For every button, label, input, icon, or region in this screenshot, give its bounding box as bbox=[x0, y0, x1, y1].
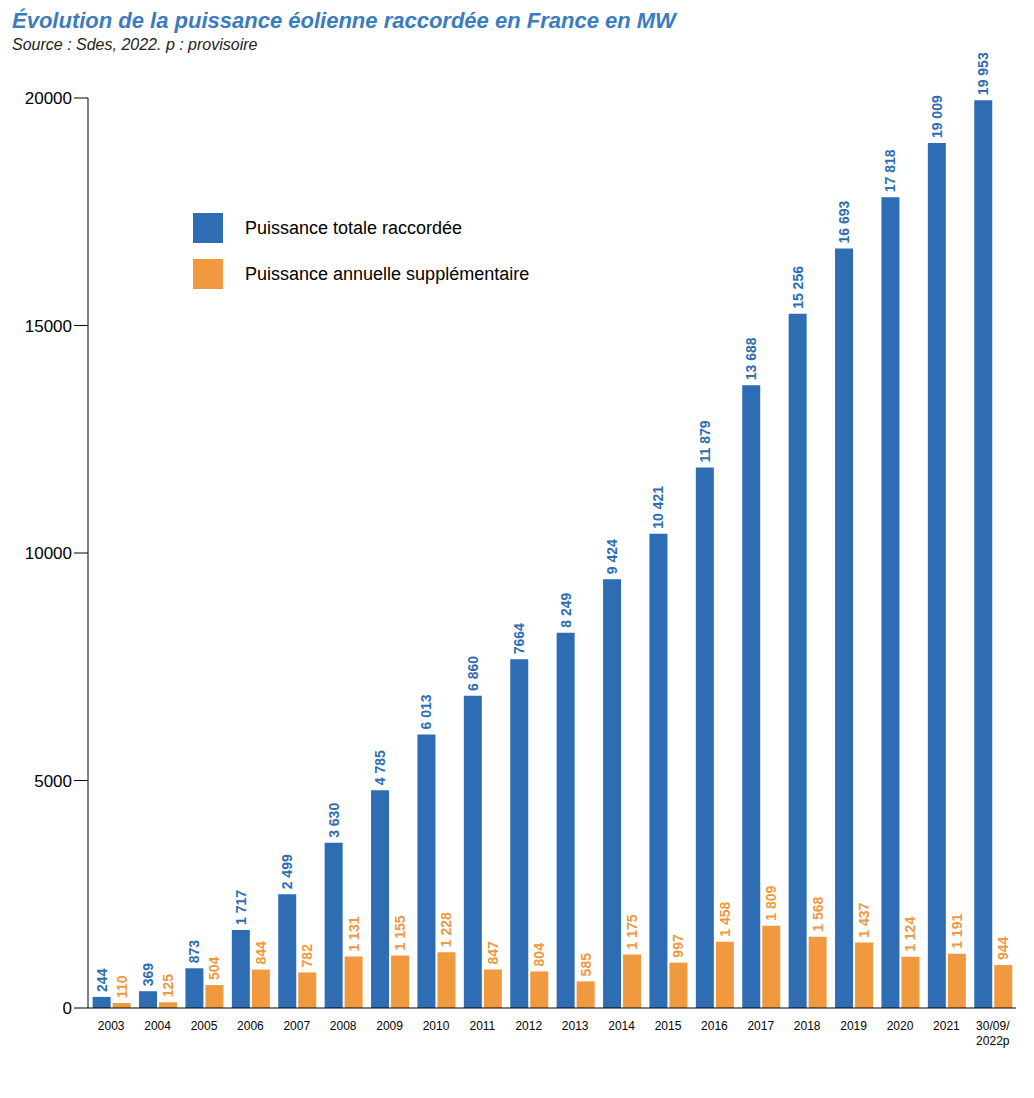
svg-text:16 693: 16 693 bbox=[836, 200, 852, 243]
svg-text:1 458: 1 458 bbox=[717, 901, 733, 936]
svg-text:2017: 2017 bbox=[747, 1019, 774, 1033]
svg-text:7664: 7664 bbox=[511, 623, 527, 654]
svg-text:2015: 2015 bbox=[655, 1019, 682, 1033]
svg-text:873: 873 bbox=[186, 940, 202, 964]
svg-text:2012: 2012 bbox=[515, 1019, 542, 1033]
svg-text:2003: 2003 bbox=[98, 1019, 125, 1033]
svg-text:2007: 2007 bbox=[283, 1019, 310, 1033]
svg-text:1 124: 1 124 bbox=[902, 917, 918, 952]
svg-text:782: 782 bbox=[299, 944, 315, 968]
svg-text:2009: 2009 bbox=[376, 1019, 403, 1033]
svg-text:997: 997 bbox=[670, 934, 686, 958]
svg-text:2019: 2019 bbox=[840, 1019, 867, 1033]
svg-text:2 499: 2 499 bbox=[279, 854, 295, 889]
svg-text:847: 847 bbox=[485, 941, 501, 965]
svg-text:2021: 2021 bbox=[933, 1019, 960, 1033]
svg-text:944: 944 bbox=[995, 936, 1011, 960]
svg-text:10000: 10000 bbox=[25, 544, 72, 563]
svg-text:1 155: 1 155 bbox=[392, 915, 408, 950]
svg-text:15000: 15000 bbox=[25, 317, 72, 336]
svg-text:6 860: 6 860 bbox=[465, 656, 481, 691]
svg-text:2011: 2011 bbox=[469, 1019, 495, 1033]
svg-text:2008: 2008 bbox=[330, 1019, 357, 1033]
svg-text:5000: 5000 bbox=[34, 772, 72, 791]
svg-text:1 175: 1 175 bbox=[624, 914, 640, 949]
svg-text:1 228: 1 228 bbox=[438, 912, 454, 947]
svg-text:369: 369 bbox=[140, 963, 156, 987]
svg-text:9 424: 9 424 bbox=[604, 539, 620, 574]
svg-text:1 717: 1 717 bbox=[233, 890, 249, 925]
html-text:Évolution de la puissance éoli: Évolution de la puissance éolienne racco… bbox=[12, 8, 676, 33]
svg-text:804: 804 bbox=[531, 943, 547, 967]
svg-text:1 131: 1 131 bbox=[346, 916, 362, 951]
svg-text:2010: 2010 bbox=[423, 1019, 450, 1033]
svg-text:11 879: 11 879 bbox=[697, 420, 713, 462]
svg-text:2020: 2020 bbox=[887, 1019, 914, 1033]
svg-text:15 256: 15 256 bbox=[790, 266, 806, 309]
html-text:Puissance totale raccordée: Puissance totale raccordée bbox=[245, 217, 463, 238]
svg-text:19 009: 19 009 bbox=[929, 95, 945, 138]
svg-text:1 191: 1 191 bbox=[949, 914, 965, 949]
html-text:Puissance annuelle supplémenta: Puissance annuelle supplémentaire bbox=[245, 263, 530, 284]
svg-text:110: 110 bbox=[114, 975, 130, 998]
svg-text:10 421: 10 421 bbox=[650, 486, 666, 529]
svg-text:244: 244 bbox=[94, 968, 110, 992]
svg-text:2018: 2018 bbox=[794, 1019, 821, 1033]
svg-text:2004: 2004 bbox=[144, 1019, 171, 1033]
svg-text:1 437: 1 437 bbox=[856, 902, 872, 937]
svg-text:20000: 20000 bbox=[25, 89, 72, 108]
svg-text:2016: 2016 bbox=[701, 1019, 728, 1033]
svg-text:4 785: 4 785 bbox=[372, 750, 388, 785]
svg-text:13 688: 13 688 bbox=[743, 337, 759, 380]
svg-text:2013: 2013 bbox=[562, 1019, 589, 1033]
svg-text:2005: 2005 bbox=[191, 1019, 218, 1033]
svg-text:19 953: 19 953 bbox=[975, 52, 991, 95]
svg-text:2014: 2014 bbox=[608, 1019, 635, 1033]
svg-text:1 568: 1 568 bbox=[810, 896, 826, 931]
svg-text:6 013: 6 013 bbox=[418, 694, 434, 729]
svg-text:585: 585 bbox=[578, 953, 594, 977]
svg-text:0: 0 bbox=[63, 999, 72, 1018]
svg-text:30/09/2022p: 30/09/2022p bbox=[976, 1019, 1010, 1048]
html-text:Source : Sdes, 2022. p : provi: Source : Sdes, 2022. p : provisoire bbox=[12, 36, 258, 53]
svg-text:844: 844 bbox=[253, 941, 269, 965]
svg-text:2006: 2006 bbox=[237, 1019, 264, 1033]
svg-text:1 809: 1 809 bbox=[763, 885, 779, 920]
svg-text:125: 125 bbox=[160, 974, 176, 998]
svg-text:504: 504 bbox=[206, 956, 222, 980]
svg-text:3 630: 3 630 bbox=[326, 803, 342, 838]
svg-text:8 249: 8 249 bbox=[558, 592, 574, 627]
svg-text:17 818: 17 818 bbox=[882, 149, 898, 192]
